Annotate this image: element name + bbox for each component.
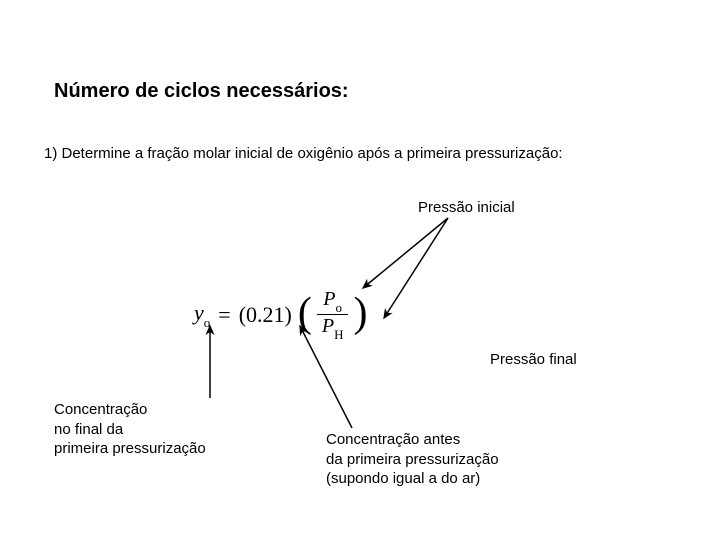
eq-equals: = — [218, 302, 230, 328]
eq-coeff: (0.21) — [239, 302, 292, 328]
label-conc-antes: Concentração antesda primeira pressuriza… — [326, 430, 499, 489]
step-text: 1) Determine a fração molar inicial de o… — [44, 145, 563, 162]
label-pressao-inicial: Pressão inicial — [418, 198, 515, 218]
equation: yo = (0.21) ( Po PH ) — [194, 288, 367, 341]
eq-y: yo — [194, 300, 210, 329]
page-title: Número de ciclos necessários: — [54, 80, 349, 103]
eq-fraction: Po PH — [316, 288, 350, 341]
label-conc-final: Concentraçãono final daprimeira pressuri… — [54, 400, 206, 459]
label-pressao-final: Pressão final — [490, 350, 577, 370]
